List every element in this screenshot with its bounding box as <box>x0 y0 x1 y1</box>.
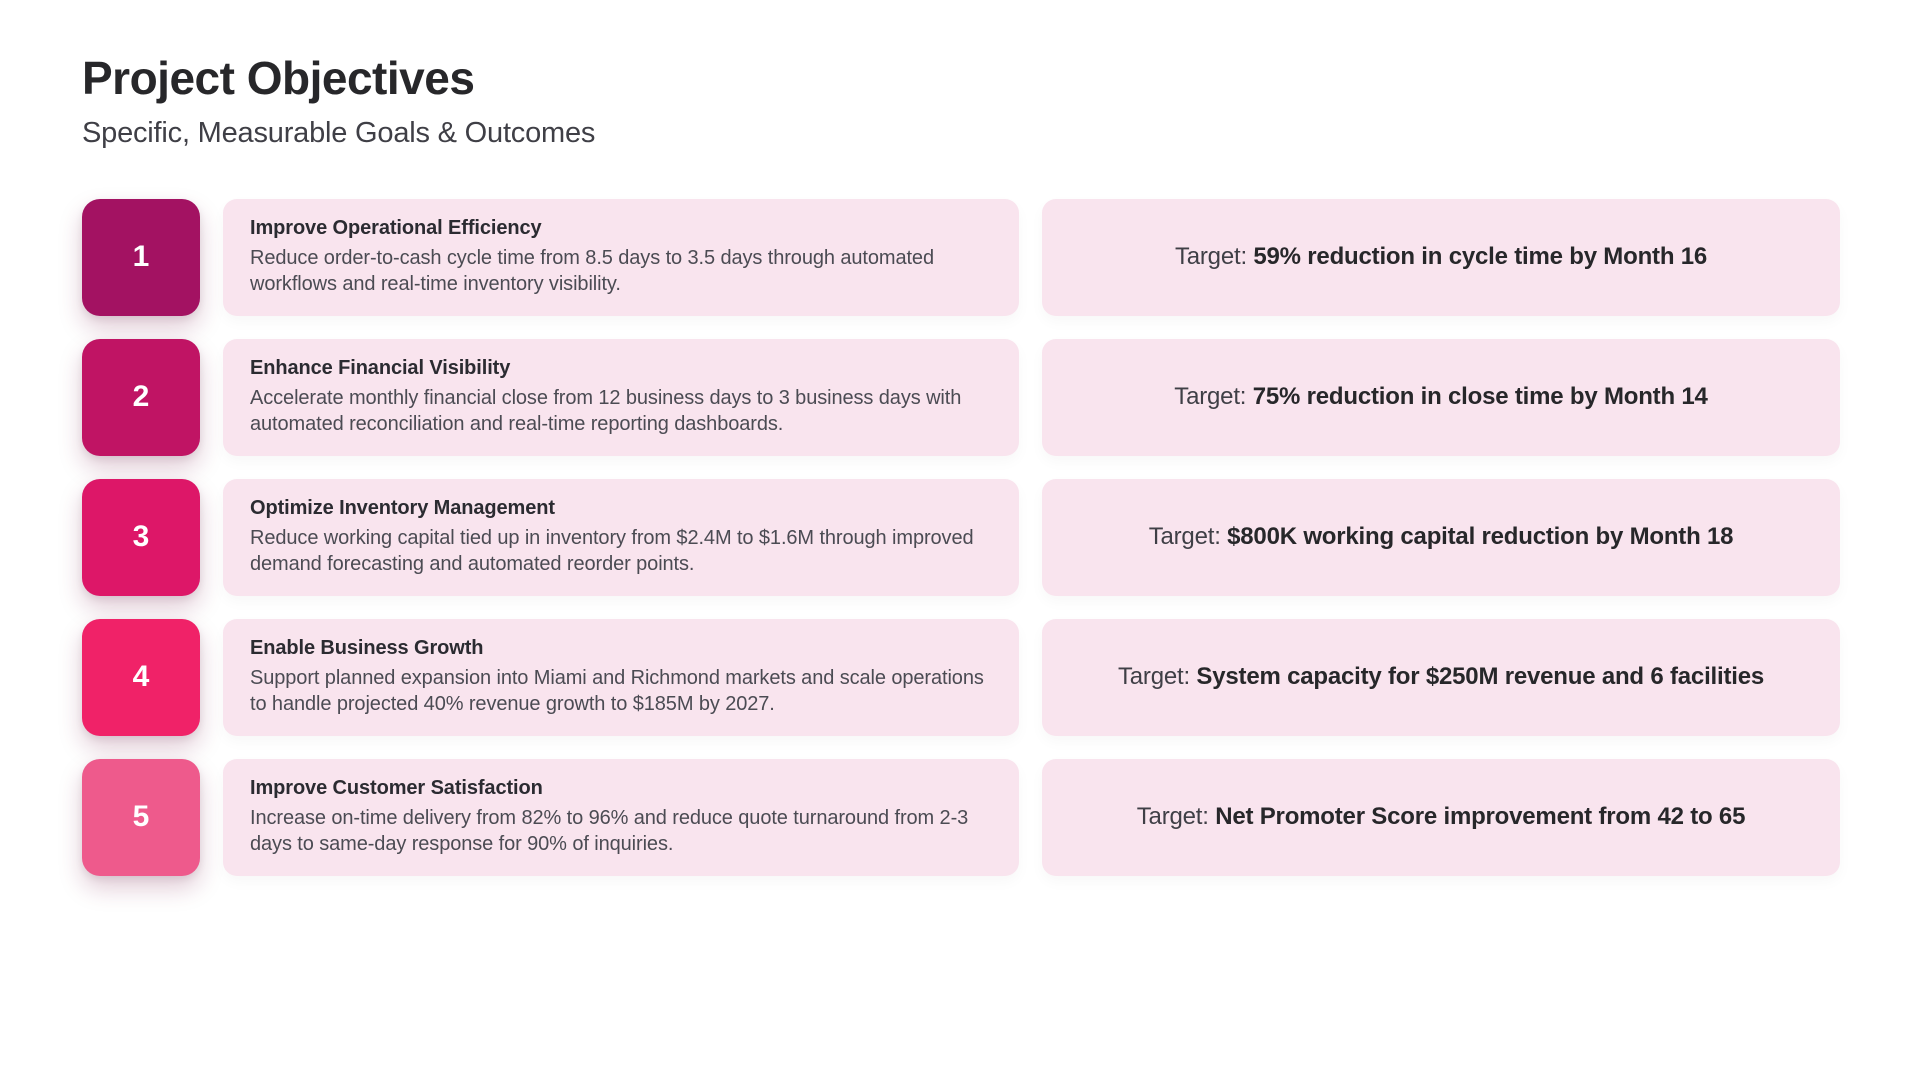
objective-number-badge: 5 <box>82 758 200 876</box>
page-title: Project Objectives <box>82 52 475 104</box>
objective-description: Support planned expansion into Miami and… <box>250 667 984 716</box>
objective-title: Improve Customer Satisfaction <box>250 777 543 800</box>
target-label: Target: <box>1136 803 1216 831</box>
target-text: Target: System capacity for $250M revenu… <box>1118 663 1764 691</box>
objective-title: Optimize Inventory Management <box>250 497 555 520</box>
target-label: Target: <box>1174 243 1254 271</box>
target-text: Target: 59% reduction in cycle time by M… <box>1175 243 1707 271</box>
objectives-list: 1 Improve Operational Efficiency Reduce … <box>0 198 1920 876</box>
objective-description-card: Enable Business Growth Support planned e… <box>223 618 1019 736</box>
objective-number-badge: 3 <box>82 478 200 596</box>
objective-target-card: Target: 75% reduction in close time by M… <box>1042 338 1840 456</box>
objective-row-2: 2 Enhance Financial Visibility Accelerat… <box>82 338 1840 456</box>
objective-description: Reduce order-to-cash cycle time from 8.5… <box>250 247 934 296</box>
objective-description-card: Improve Customer Satisfaction Increase o… <box>223 758 1019 876</box>
target-text: Target: 75% reduction in close time by M… <box>1174 383 1708 411</box>
page-subtitle: Specific, Measurable Goals & Outcomes <box>82 116 596 149</box>
objective-description-card: Improve Operational Efficiency Reduce or… <box>223 198 1019 316</box>
objective-description-card: Enhance Financial Visibility Accelerate … <box>223 338 1019 456</box>
objective-number-badge: 1 <box>82 198 200 316</box>
objective-number-badge: 4 <box>82 618 200 736</box>
objective-description: Reduce working capital tied up in invent… <box>250 527 974 576</box>
target-value: $800K working capital reduction by Month… <box>1227 523 1734 551</box>
objective-target-card: Target: 59% reduction in cycle time by M… <box>1042 198 1840 316</box>
objective-description-card: Optimize Inventory Management Reduce wor… <box>223 478 1019 596</box>
objective-title: Enable Business Growth <box>250 637 484 660</box>
objective-description: Increase on-time delivery from 82% to 96… <box>250 807 969 856</box>
objective-title: Improve Operational Efficiency <box>250 217 542 240</box>
objective-row-5: 5 Improve Customer Satisfaction Increase… <box>82 758 1840 876</box>
target-value: Net Promoter Score improvement from 42 t… <box>1215 803 1746 831</box>
target-text: Target: Net Promoter Score improvement f… <box>1136 803 1746 831</box>
target-text: Target: $800K working capital reduction … <box>1149 523 1734 551</box>
objective-target-card: Target: System capacity for $250M revenu… <box>1042 618 1840 736</box>
target-label: Target: <box>1174 383 1253 411</box>
target-value: System capacity for $250M revenue and 6 … <box>1196 663 1765 691</box>
target-label: Target: <box>1117 663 1197 691</box>
target-value: 75% reduction in close time by Month 14 <box>1252 383 1708 411</box>
objective-description: Accelerate monthly financial close from … <box>250 387 962 436</box>
objective-row-1: 1 Improve Operational Efficiency Reduce … <box>82 198 1840 316</box>
objective-row-3: 3 Optimize Inventory Management Reduce w… <box>82 478 1840 596</box>
target-value: 59% reduction in cycle time by Month 16 <box>1253 243 1708 271</box>
objective-row-4: 4 Enable Business Growth Support planned… <box>82 618 1840 736</box>
objective-title: Enhance Financial Visibility <box>250 357 511 380</box>
objective-target-card: Target: $800K working capital reduction … <box>1042 478 1840 596</box>
target-label: Target: <box>1148 523 1228 551</box>
slide-header: Project Objectives Specific, Measurable … <box>0 0 1920 150</box>
objective-target-card: Target: Net Promoter Score improvement f… <box>1042 758 1840 876</box>
objective-number-badge: 2 <box>82 338 200 456</box>
